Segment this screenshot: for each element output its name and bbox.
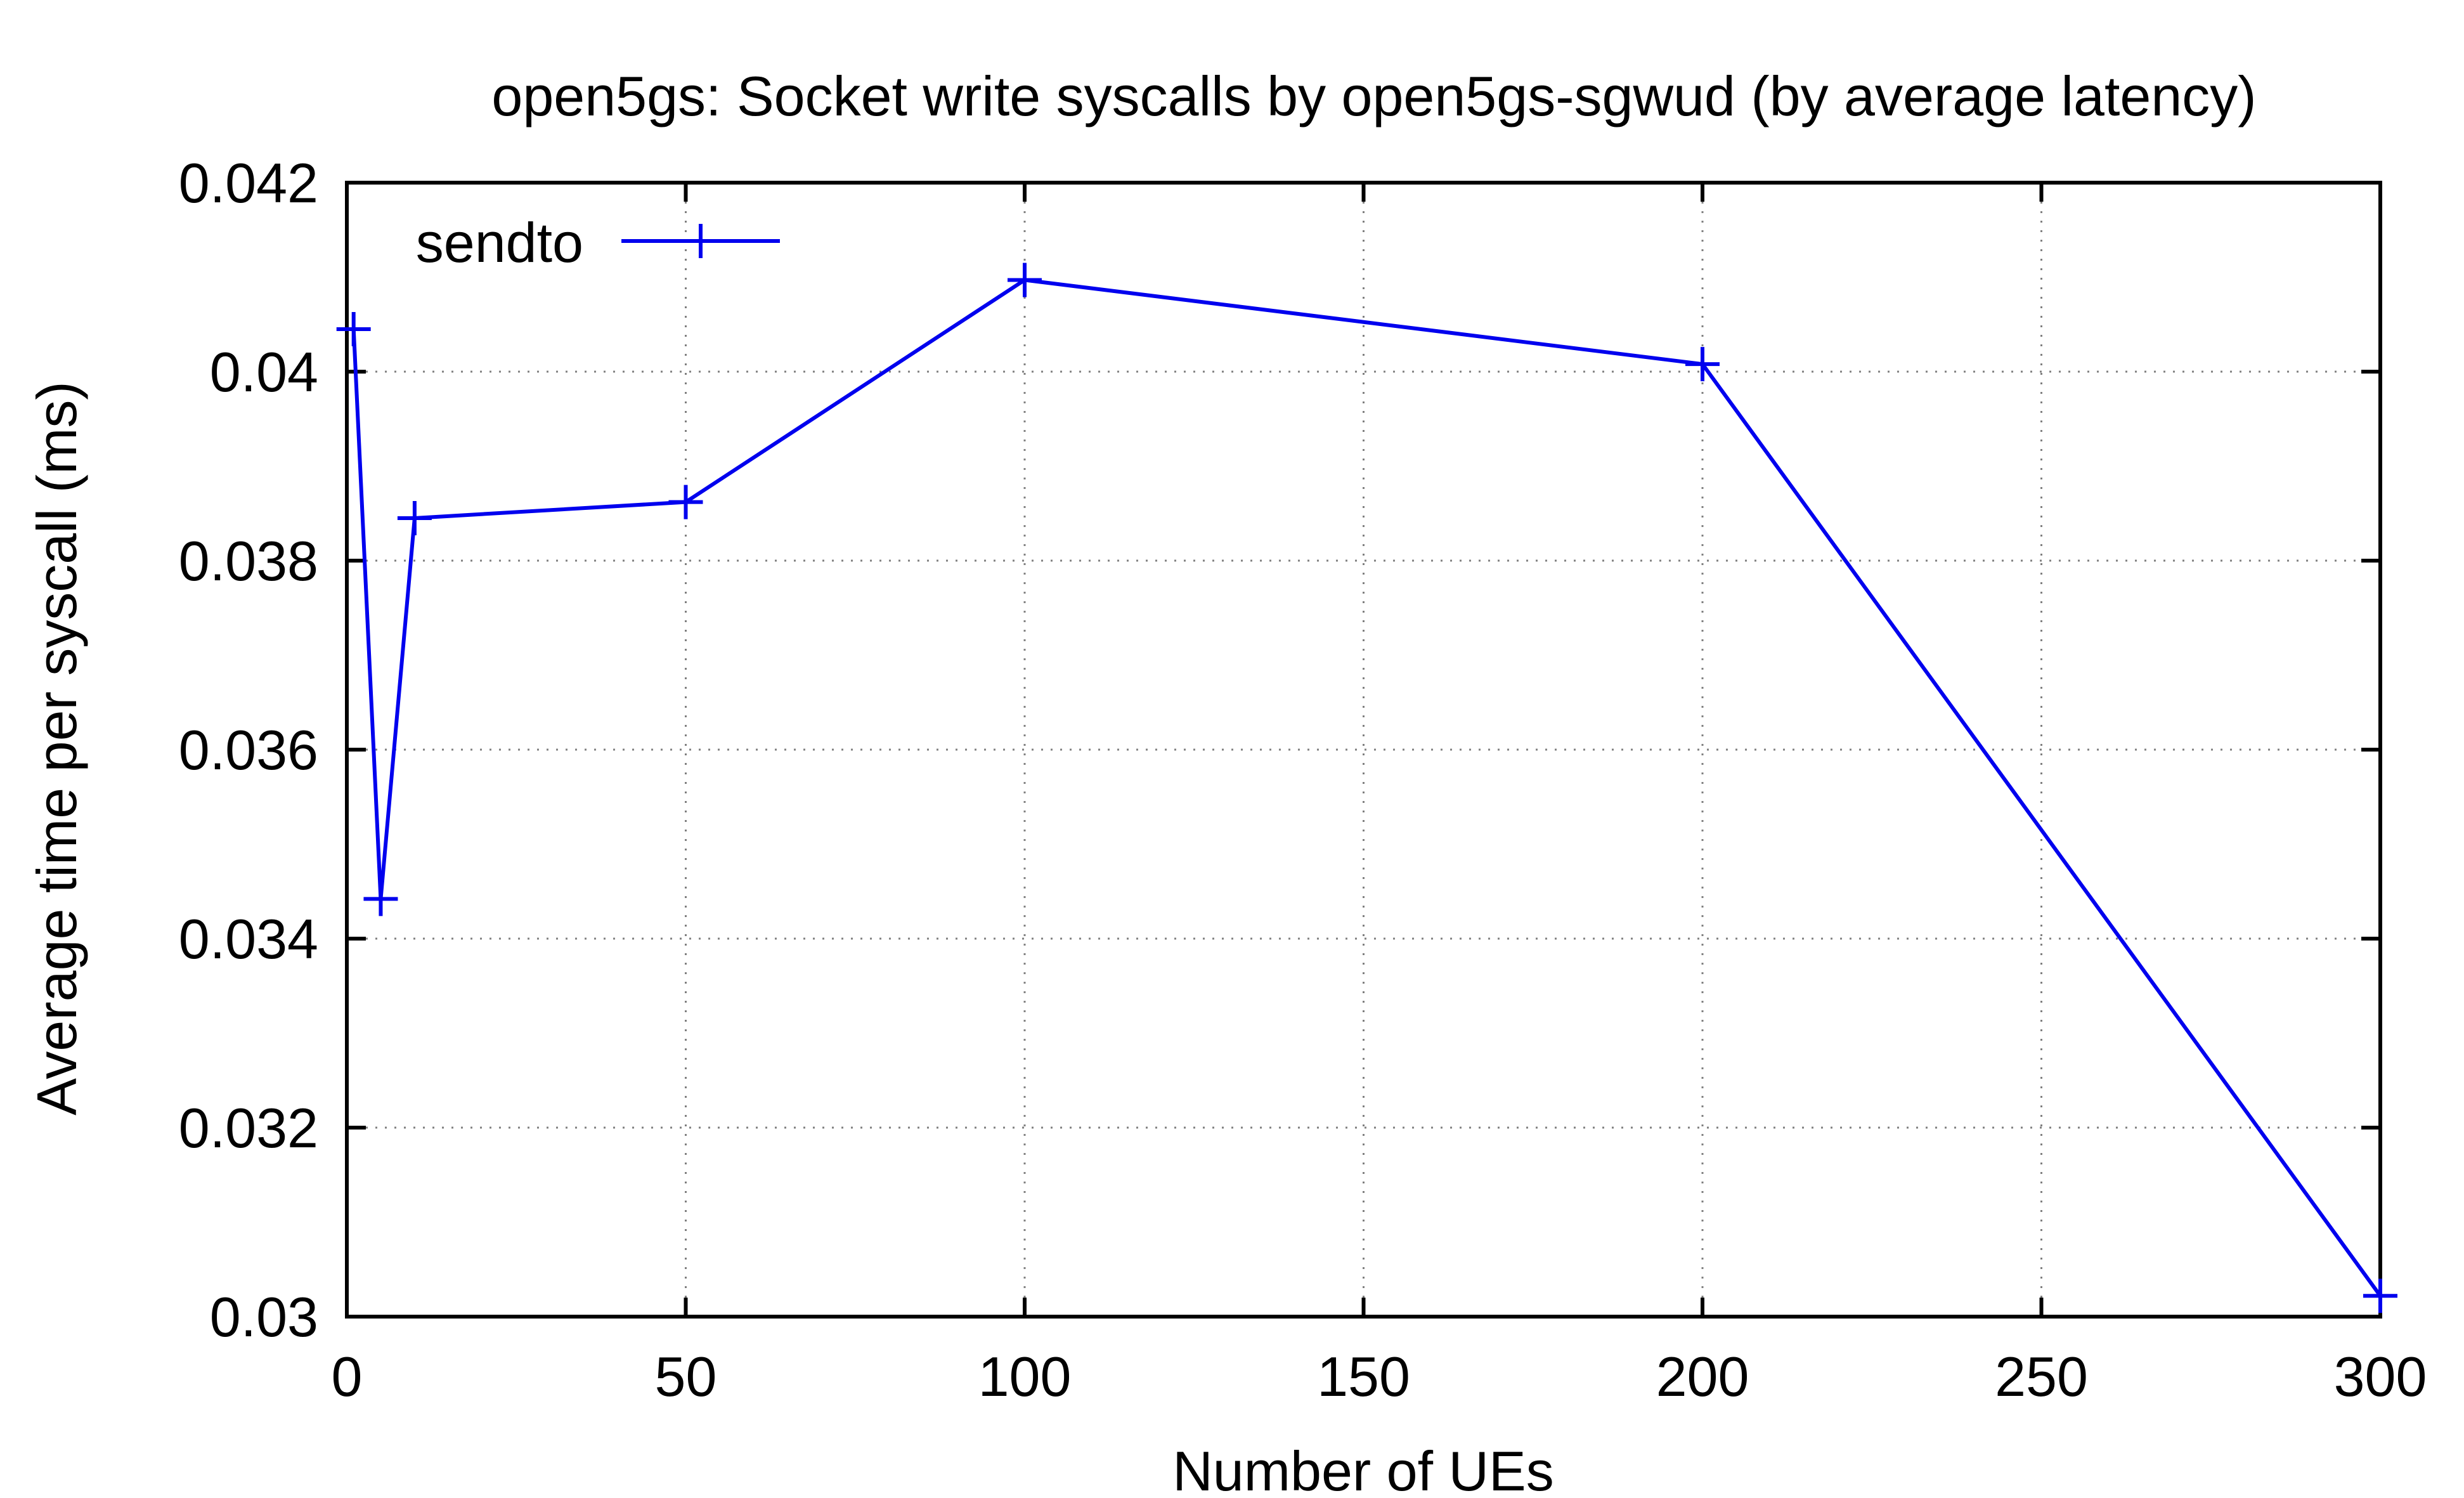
y-tick-label: 0.042 [179, 152, 318, 214]
legend-label-sendto: sendto [416, 211, 583, 274]
x-tick-label: 150 [1317, 1345, 1410, 1408]
y-axis-label: Average time per syscall (ms) [25, 381, 88, 1115]
x-tick-label: 200 [1656, 1345, 1749, 1408]
data-point-sendto [336, 311, 371, 346]
y-tick-label: 0.036 [179, 719, 318, 781]
data-point-sendto [1685, 347, 1720, 382]
y-tick-label: 0.034 [179, 908, 318, 970]
x-tick-label: 250 [1995, 1345, 2088, 1408]
x-tick-label: 50 [655, 1345, 717, 1408]
x-tick-label: 300 [2334, 1345, 2427, 1408]
data-series [336, 263, 2397, 1313]
y-tick-label: 0.04 [210, 341, 318, 403]
data-point-sendto [1008, 263, 1042, 297]
x-tick-label: 100 [978, 1345, 1072, 1408]
legend-marker-sendto [684, 224, 718, 258]
y-tick-label: 0.038 [179, 530, 318, 592]
axis-ticks: 0 50 100 150 200 250 300 0.03 0.032 0.034 0.036 0.0… [179, 152, 2427, 1408]
x-axis-label: Number of UEs [1172, 1440, 1554, 1498]
data-point-sendto [363, 882, 398, 916]
x-tick-label: 0 [332, 1345, 363, 1408]
legend: sendto [416, 211, 780, 274]
grid-lines [347, 183, 2380, 1317]
chart-title: open5gs: Socket write syscalls by open5g… [491, 65, 2256, 127]
data-point-sendto [668, 485, 703, 519]
series-line-sendto [351, 278, 2382, 1297]
data-point-sendto [2363, 1279, 2397, 1313]
y-tick-label: 0.03 [210, 1286, 318, 1348]
y-tick-label: 0.032 [179, 1097, 318, 1159]
data-point-sendto [397, 500, 432, 535]
